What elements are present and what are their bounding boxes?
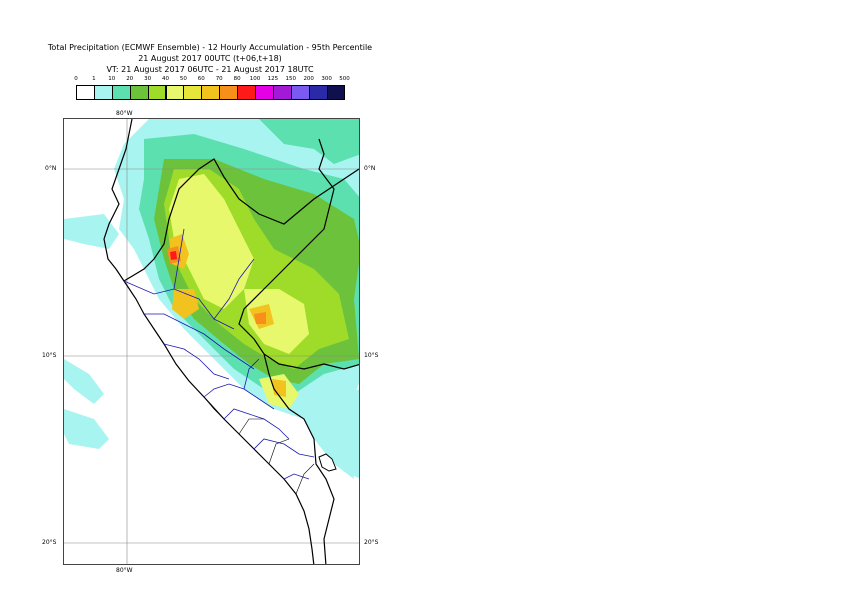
precip-orange-east <box>254 312 266 324</box>
lat-label-right-0n: 0°N <box>364 165 376 172</box>
legend-threshold-label: 70 <box>215 76 223 82</box>
title-line-1: Total Precipitation (ECMWF Ensemble) - 1… <box>47 43 373 52</box>
precip-red <box>170 251 177 260</box>
country-border-peru-brazil <box>238 138 359 370</box>
lat-label-right-10s: 10°S <box>364 352 379 359</box>
legend-color-swatch <box>93 85 113 100</box>
admin-border-8 <box>213 258 255 320</box>
legend-threshold-label: 40 <box>162 76 169 82</box>
legend-threshold-label: 60 <box>197 76 205 82</box>
legend-color-swatch <box>76 85 95 100</box>
map-canvas <box>64 119 359 564</box>
legend-threshold-label: 1 <box>92 76 96 82</box>
admin-border-3 <box>163 343 230 380</box>
legend-color-swatch <box>308 85 328 100</box>
admin-border-10 <box>283 473 310 480</box>
admin-border-2 <box>144 313 255 370</box>
admin-border-4 <box>203 383 275 410</box>
lat-label-left-20s: 20°S <box>42 539 57 546</box>
legend-color-swatch <box>147 85 167 100</box>
precip-yellow-east <box>244 289 309 354</box>
lat-label-left-0n: 0°N <box>45 165 57 172</box>
legend-threshold-label: 50 <box>179 76 187 82</box>
legend-threshold-label: 0 <box>74 76 78 82</box>
precip-layer <box>64 119 359 479</box>
legend-color-swatch <box>272 85 292 100</box>
admin-border-s1 <box>238 418 264 435</box>
legend-color-swatch <box>201 85 221 100</box>
admin-borders <box>123 228 315 480</box>
legend-color-swatch <box>183 85 203 100</box>
legend-color-swatch <box>237 85 256 100</box>
country-border-east <box>263 353 335 564</box>
title-line-3: VT: 21 August 2017 06UTC - 21 August 201… <box>106 65 314 74</box>
precip-yellow-north <box>169 174 254 309</box>
legend-threshold-label: 125 <box>267 76 279 82</box>
lat-label-right-20s: 20°S <box>364 539 379 546</box>
country-border-ecuador-peru <box>123 158 359 282</box>
legend-threshold-label: 300 <box>321 76 332 82</box>
lon-label-top: 80°W <box>116 110 133 117</box>
admin-border-9 <box>243 358 260 390</box>
precip-light-patch-1 <box>64 214 119 249</box>
legend-color-swatch <box>290 85 310 100</box>
precip-light-patch-3 <box>64 409 109 449</box>
lat-label-left-10s: 10°S <box>42 352 57 359</box>
legend-threshold-label: 100 <box>249 76 261 82</box>
legend-threshold-label: 200 <box>303 76 314 82</box>
precip-gold-south <box>272 379 286 397</box>
legend-threshold-label: 150 <box>285 76 297 82</box>
legend-color-swatch <box>326 85 346 100</box>
legend-color-swatch <box>111 85 131 100</box>
precip-moderate-teal <box>259 119 359 164</box>
precip-light-cyan-south <box>314 389 359 479</box>
legend-threshold-label: 10 <box>108 76 116 82</box>
legend-threshold-label: 500 <box>339 76 350 82</box>
admin-border-1 <box>123 280 235 330</box>
coastline <box>103 119 315 564</box>
admin-border-s4 <box>203 396 225 420</box>
admin-border-s3 <box>295 463 315 495</box>
admin-border-6 <box>253 438 315 458</box>
admin-border-5 <box>223 408 290 440</box>
lon-label-bottom: 80°W <box>116 567 133 574</box>
lake-titicaca <box>318 453 337 472</box>
admin-border-7 <box>173 228 185 290</box>
legend-threshold-label: 30 <box>144 76 152 82</box>
admin-borders-south <box>203 396 315 495</box>
precipitation-map: 0°N <box>63 118 360 565</box>
precip-light-patch-2 <box>64 359 104 404</box>
legend-threshold-label: 80 <box>233 76 241 82</box>
admin-border-s2 <box>268 438 290 465</box>
legend-color-swatch <box>219 85 239 100</box>
legend-color-swatch <box>129 85 149 100</box>
legend-threshold-label: 20 <box>126 76 134 82</box>
title-line-2: 21 August 2017 00UTC (t+06,t+18) <box>138 54 282 63</box>
legend-color-swatch <box>165 85 185 100</box>
legend-color-swatch <box>255 85 274 100</box>
